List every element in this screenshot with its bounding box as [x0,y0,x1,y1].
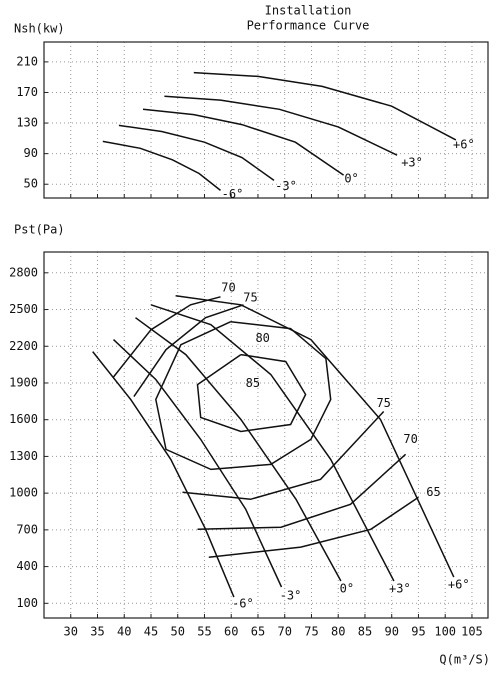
plot-frame [43,41,489,199]
curve-label: 85 [246,376,260,390]
performance-curve [142,108,345,176]
performance-curve [193,71,457,141]
y-tick-label: 1000 [9,486,38,500]
x-tick-label: 70 [277,625,291,639]
x-tick-label: 80 [331,625,345,639]
performance-curve [164,95,398,156]
y-tick-label: 1300 [9,449,38,463]
y-tick-label: 2500 [9,302,38,316]
performance-curve [208,496,419,558]
y-tick-label: 1900 [9,375,38,389]
performance-curve [133,304,244,398]
y-tick-label: 2800 [9,265,38,279]
x-tick-label: 75 [304,625,318,639]
curve-label: 65 [426,485,440,499]
x-tick-label: 90 [384,625,398,639]
x-tick-label: 105 [461,625,483,639]
performance-curve [112,296,221,379]
curve-label: +3° [401,156,423,170]
x-tick-label: 30 [64,625,78,639]
curve-label: 75 [376,396,390,410]
performance-curve [102,140,221,191]
performance-curve [118,124,275,182]
curve-label: 70 [221,280,235,294]
y-tick-label: 170 [16,85,38,99]
y-axis-label: Pst(Pa) [14,223,65,237]
curve-label: 70 [403,432,417,446]
x-tick-label: 85 [358,625,372,639]
y-tick-label: 100 [16,596,38,610]
y-tick-label: 1600 [9,412,38,426]
x-tick-label: 100 [434,625,456,639]
x-axis-label: Q(m³/S) [439,653,490,667]
x-tick-label: 45 [144,625,158,639]
y-tick-label: 90 [24,146,38,160]
x-tick-label: 60 [224,625,238,639]
curve-label: 0° [344,172,358,186]
chart-subtitle: Performance Curve [247,19,370,33]
performance-curve [182,410,385,501]
performance-curve [135,317,342,582]
curve-label: -3° [275,179,297,193]
curve-label: 75 [243,290,257,304]
y-tick-label: 130 [16,116,38,130]
x-tick-label: 50 [171,625,185,639]
chart-title: Installation [265,4,352,18]
performance-curve [92,351,235,598]
x-tick-label: 65 [251,625,265,639]
x-tick-label: 55 [197,625,211,639]
curve-label: +6° [448,578,470,592]
performance-curve [112,339,283,588]
performance-curve [150,304,395,582]
y-tick-label: 210 [16,54,38,68]
curve-label: +3° [389,582,411,596]
x-tick-label: 95 [411,625,425,639]
curve-label: -6° [222,187,244,201]
curve-label: -3° [280,589,302,603]
y-tick-label: 700 [16,522,38,536]
curve-label: 0° [340,582,354,596]
y-axis-label: Nsh(kw) [14,22,65,36]
performance-curve [197,453,407,531]
y-tick-label: 50 [24,177,38,191]
x-tick-label: 40 [117,625,131,639]
performance-curve [155,320,332,471]
curve-label: -6° [232,597,254,611]
curve-label: 80 [255,331,269,345]
performance-curve [175,294,455,578]
y-tick-label: 400 [16,559,38,573]
plot-frame [43,251,489,619]
performance-curve [196,353,307,433]
curve-label: +6° [453,137,475,151]
x-tick-label: 35 [90,625,104,639]
y-tick-label: 2200 [9,339,38,353]
